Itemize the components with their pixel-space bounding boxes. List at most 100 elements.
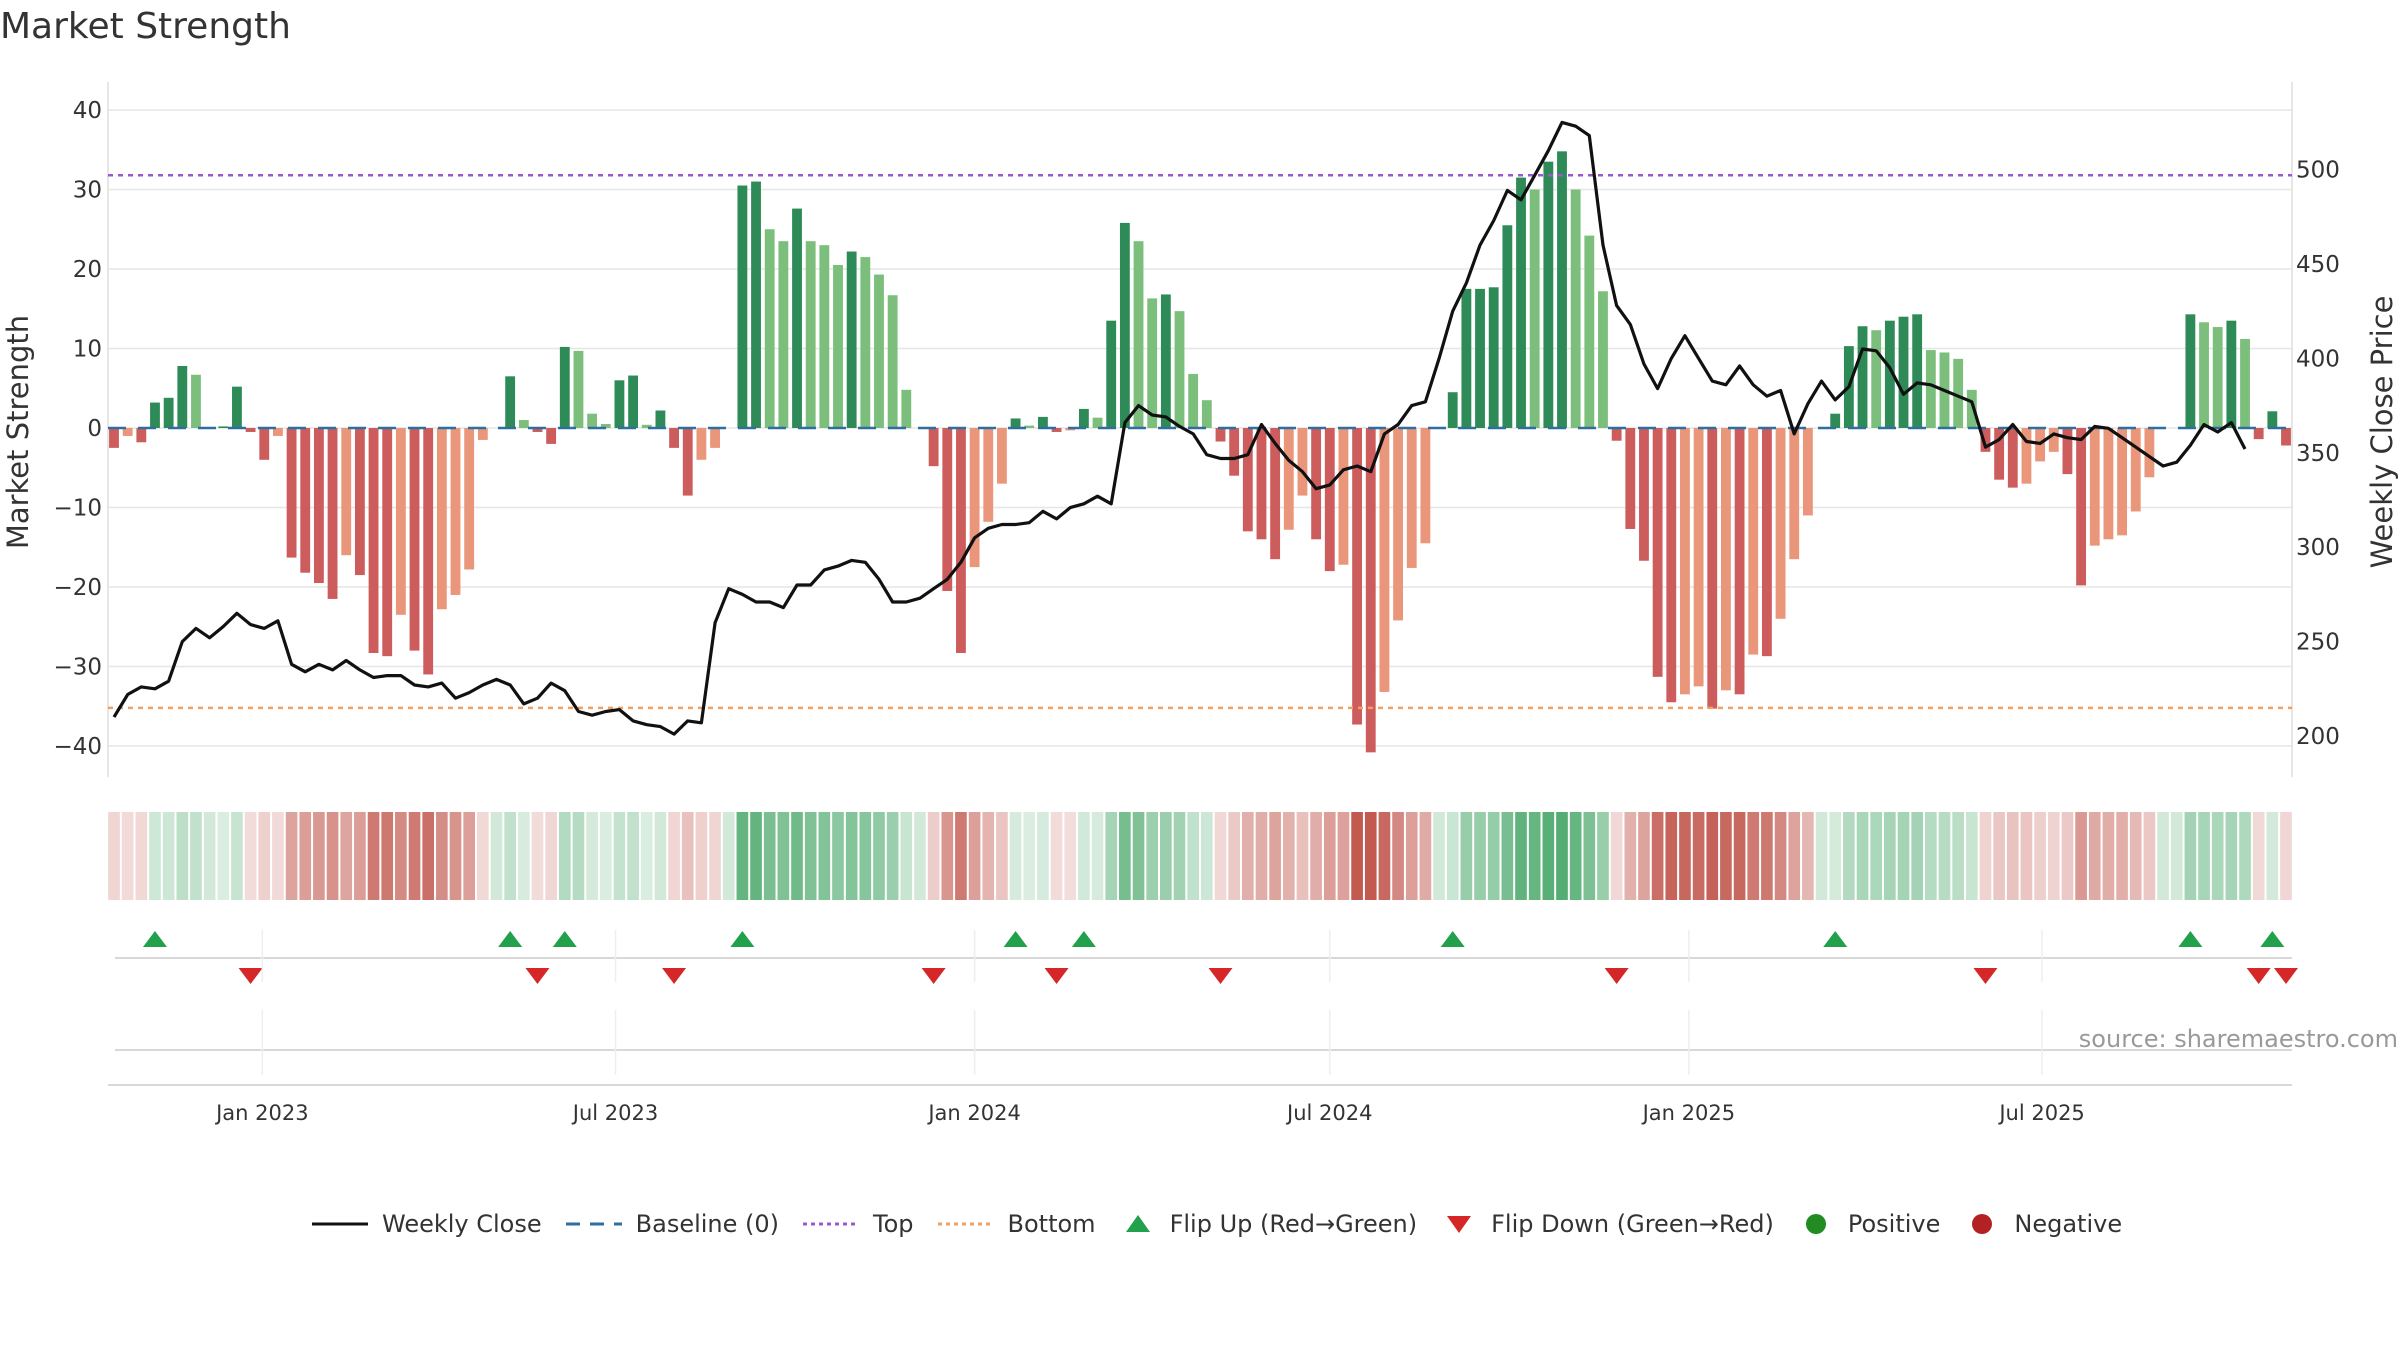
strength-bar	[710, 428, 720, 448]
legend-label: Positive	[1847, 1210, 1941, 1238]
heat-cell	[1993, 812, 2005, 900]
heat-cell	[1228, 812, 1240, 900]
flip-markers	[115, 931, 2298, 1051]
strength-bar	[928, 428, 939, 467]
strength-bar	[1748, 428, 1759, 655]
heat-cell	[627, 812, 639, 900]
strength-bar	[2212, 327, 2223, 428]
heat-cell	[1802, 812, 1814, 900]
heat-cell	[1925, 812, 1937, 900]
legend-label: Negative	[2014, 1210, 2123, 1238]
strength-bar	[969, 428, 980, 568]
strength-bar	[997, 428, 1007, 484]
heat-cell	[1419, 812, 1432, 900]
heat-cell	[586, 812, 598, 900]
flip-down-marker	[2274, 968, 2298, 984]
heat-cell	[326, 812, 339, 900]
strength-bar	[1502, 225, 1513, 428]
heat-cell	[709, 812, 721, 900]
strength-bar	[1297, 428, 1308, 496]
strength-bar	[942, 428, 953, 591]
strength-bar	[1270, 428, 1281, 560]
strength-bar	[2267, 411, 2278, 428]
legend-weekly-close: Weekly Close	[310, 1210, 542, 1238]
heat-cell	[1829, 812, 1842, 900]
strength-bar	[464, 428, 475, 570]
legend-top: Top	[801, 1210, 914, 1238]
heat-cell	[1979, 812, 1992, 900]
strength-bar	[1980, 428, 1991, 452]
weekly-close-layer	[112, 120, 2247, 736]
heat-cell	[654, 812, 667, 900]
flip-up-marker	[1071, 931, 1096, 947]
strength-bar	[737, 185, 748, 428]
heat-cell	[2102, 812, 2115, 900]
heat-cell	[2116, 812, 2128, 900]
heat-cell	[681, 812, 694, 900]
flip-down-marker	[662, 968, 687, 984]
left-tick-label: −40	[53, 734, 102, 760]
strength-bar	[191, 374, 201, 428]
heat-cell	[1843, 812, 1855, 900]
strength-bar	[600, 424, 611, 428]
flip-up-marker	[552, 931, 577, 947]
heat-cell	[1023, 812, 1036, 900]
strength-bar	[109, 428, 119, 448]
strength-heat-strip	[108, 812, 2292, 900]
heat-cell	[1091, 812, 1104, 900]
heat-cell	[1665, 812, 1678, 900]
flip-down-marker	[238, 968, 263, 984]
heat-cell	[763, 812, 776, 900]
heat-cell	[873, 812, 885, 900]
strength-bar	[1953, 358, 1964, 428]
strength-bar	[1789, 428, 1800, 560]
heat-cell	[1296, 812, 1309, 900]
heat-cell	[1474, 812, 1486, 900]
strength-bar	[1830, 413, 1841, 428]
line-dotted-purple-icon	[803, 1222, 860, 1226]
left-tick-label: 10	[73, 337, 102, 363]
heat-cell	[2211, 812, 2224, 900]
date-tick-label: Jan 2024	[926, 1101, 1021, 1125]
strength-bar	[1543, 161, 1554, 429]
strength-bar	[628, 375, 639, 428]
flip-down-marker	[1044, 968, 1069, 984]
heat-cell	[2088, 812, 2101, 900]
left-tick-label: −20	[53, 575, 102, 601]
heat-cell	[449, 812, 462, 900]
heat-cell	[2006, 812, 2019, 900]
strength-bar	[2089, 428, 2100, 546]
heat-cell	[955, 812, 967, 900]
heat-cell	[1310, 812, 1322, 900]
heat-cell	[1692, 812, 1705, 900]
heat-cell	[422, 812, 435, 900]
heat-cell	[1187, 812, 1199, 900]
strength-bar	[1119, 222, 1130, 428]
heat-cell	[121, 812, 134, 900]
left-tick-label: −10	[53, 496, 102, 522]
strength-bar	[1420, 428, 1431, 544]
flip-up-marker	[498, 931, 523, 947]
right-tick-label: 250	[2296, 630, 2340, 656]
strength-bar	[1037, 416, 1048, 428]
legend-label: Top	[873, 1210, 914, 1238]
legend-label: Flip Up (Red→Green)	[1169, 1210, 1418, 1238]
strength-bar	[1721, 428, 1731, 691]
heat-cell	[1501, 812, 1514, 900]
strength-bar	[1215, 428, 1226, 442]
heat-cell	[299, 812, 312, 900]
heat-cell	[941, 812, 954, 900]
right-tick-label: 400	[2296, 346, 2340, 372]
line-dashed-icon	[565, 1222, 622, 1226]
legend-positive: Positive	[1796, 1210, 1941, 1238]
flip-up-marker	[2260, 931, 2285, 947]
heat-cell	[1651, 812, 1664, 900]
heat-cell	[695, 812, 708, 900]
strength-bar	[1761, 428, 1772, 657]
date-tick-label: Jul 2024	[1285, 1101, 1372, 1125]
strength-bar	[546, 428, 557, 444]
left-tick-label: 40	[73, 98, 102, 124]
strength-bar	[218, 426, 229, 428]
strength-bar	[423, 428, 434, 675]
strength-bar	[382, 428, 393, 657]
